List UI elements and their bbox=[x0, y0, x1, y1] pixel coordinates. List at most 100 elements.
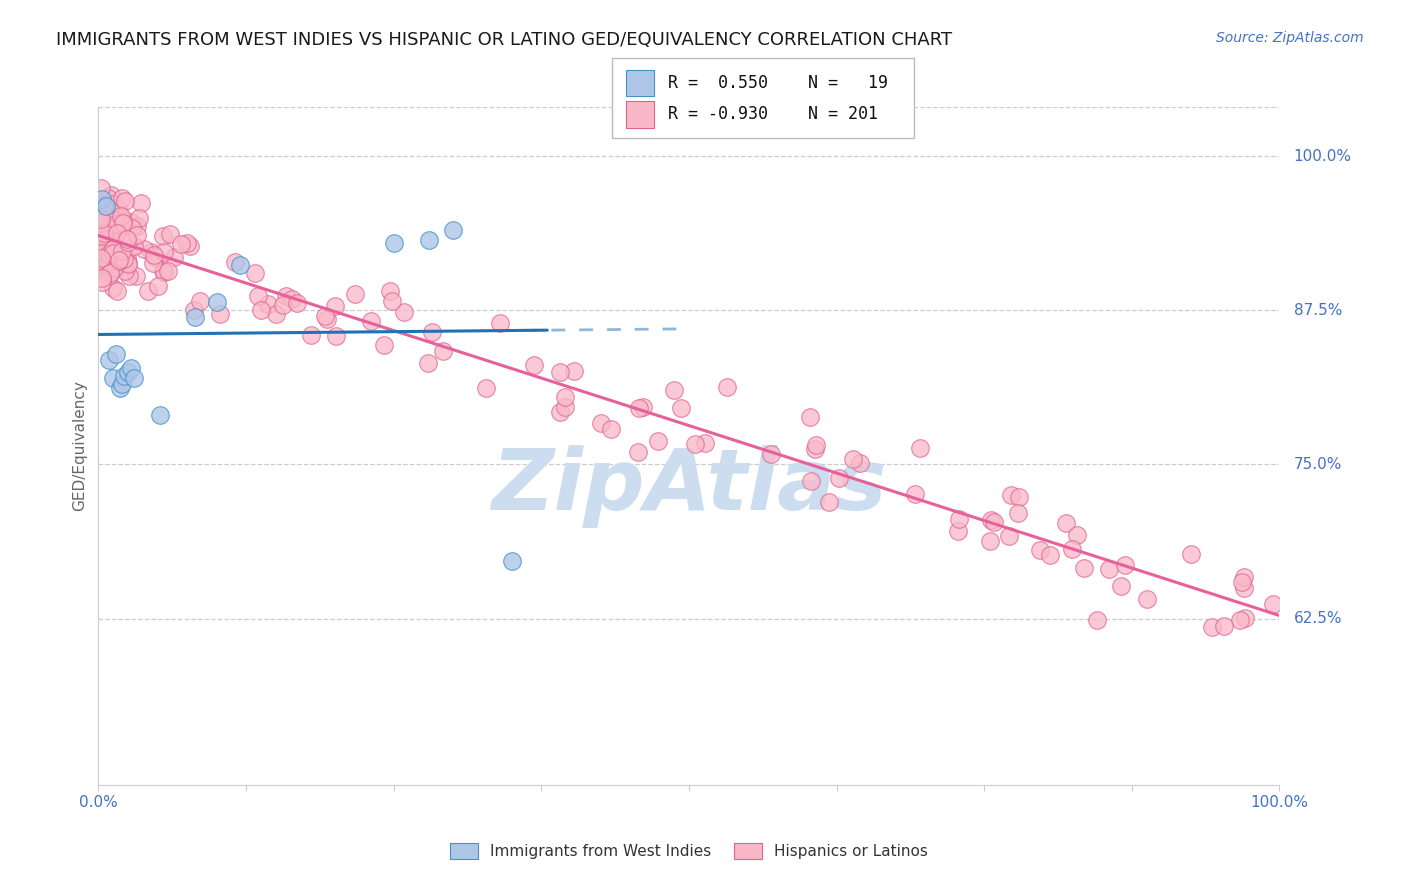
Point bbox=[800, 475, 823, 489]
Text: 100.0%: 100.0% bbox=[1294, 149, 1351, 164]
Point bbox=[948, 512, 970, 526]
Point bbox=[97, 191, 120, 205]
Point bbox=[285, 295, 308, 310]
Point bbox=[96, 234, 118, 248]
Point bbox=[107, 206, 129, 220]
Point bbox=[1212, 619, 1234, 633]
Point bbox=[94, 228, 117, 243]
Point bbox=[759, 447, 782, 461]
Point bbox=[1233, 581, 1256, 595]
Point bbox=[474, 381, 496, 395]
Point bbox=[93, 254, 115, 268]
Point bbox=[153, 244, 176, 259]
Point bbox=[100, 227, 122, 242]
Point bbox=[107, 242, 129, 256]
Point bbox=[224, 255, 246, 269]
Point bbox=[276, 289, 298, 303]
Point bbox=[523, 358, 546, 372]
Point bbox=[803, 442, 825, 457]
Point bbox=[818, 495, 841, 509]
Point bbox=[108, 253, 131, 268]
Point bbox=[108, 381, 131, 395]
Point bbox=[1233, 570, 1256, 584]
Point bbox=[142, 248, 165, 262]
Point bbox=[91, 275, 114, 289]
Point bbox=[103, 212, 125, 227]
Point bbox=[107, 202, 129, 216]
Point bbox=[229, 258, 252, 272]
Point bbox=[344, 287, 367, 301]
Point bbox=[243, 267, 266, 281]
Point bbox=[125, 219, 148, 234]
Point bbox=[90, 216, 112, 230]
Point bbox=[394, 305, 416, 319]
Point bbox=[149, 408, 172, 422]
Point bbox=[90, 230, 112, 244]
Point bbox=[90, 206, 112, 220]
Text: R =  0.550    N =   19: R = 0.550 N = 19 bbox=[668, 74, 887, 92]
Point bbox=[93, 229, 115, 244]
Point bbox=[631, 400, 654, 414]
Point bbox=[849, 456, 872, 470]
Point bbox=[1039, 548, 1062, 562]
Point bbox=[209, 307, 232, 321]
Text: ZipAtlas: ZipAtlas bbox=[491, 445, 887, 528]
Point bbox=[112, 252, 135, 266]
Point bbox=[183, 303, 205, 318]
Point bbox=[600, 422, 623, 436]
Point bbox=[946, 524, 969, 538]
Point bbox=[315, 312, 337, 326]
Point bbox=[983, 515, 1005, 529]
Point bbox=[101, 229, 124, 244]
Point bbox=[416, 356, 439, 370]
Point bbox=[142, 256, 165, 270]
Point bbox=[91, 193, 114, 207]
Point bbox=[325, 329, 347, 343]
Point bbox=[96, 254, 118, 268]
Text: 87.5%: 87.5% bbox=[1294, 303, 1341, 318]
Point bbox=[1062, 541, 1084, 556]
Point bbox=[169, 236, 191, 251]
Point bbox=[903, 487, 925, 501]
Point bbox=[90, 200, 112, 214]
Point bbox=[91, 243, 114, 257]
Text: 75.0%: 75.0% bbox=[1294, 457, 1341, 472]
Point bbox=[828, 471, 851, 485]
Text: 62.5%: 62.5% bbox=[1294, 611, 1343, 626]
Point bbox=[1007, 506, 1029, 520]
Point bbox=[97, 203, 120, 218]
Text: R = -0.930    N = 201: R = -0.930 N = 201 bbox=[668, 105, 877, 123]
Point bbox=[132, 242, 155, 256]
Point bbox=[627, 445, 650, 459]
Point bbox=[157, 264, 180, 278]
Point bbox=[257, 297, 280, 311]
Point bbox=[1234, 610, 1257, 624]
Point bbox=[103, 218, 125, 232]
Point bbox=[90, 215, 112, 229]
Point bbox=[93, 227, 115, 241]
Point bbox=[101, 371, 124, 385]
Point bbox=[97, 269, 120, 284]
Point bbox=[1007, 490, 1029, 504]
Point bbox=[1114, 558, 1136, 572]
Point bbox=[501, 554, 523, 568]
Point bbox=[121, 220, 143, 235]
Point bbox=[418, 233, 440, 247]
Point bbox=[118, 268, 141, 283]
Point bbox=[373, 338, 395, 352]
Point bbox=[799, 409, 821, 424]
Point bbox=[184, 310, 207, 324]
Point bbox=[979, 534, 1001, 549]
Point bbox=[105, 226, 128, 240]
Point bbox=[94, 209, 117, 223]
Point bbox=[314, 309, 336, 323]
Point bbox=[91, 228, 114, 243]
Point bbox=[299, 327, 322, 342]
Point bbox=[90, 231, 112, 245]
Point bbox=[693, 436, 716, 450]
Point bbox=[97, 247, 120, 261]
Point bbox=[93, 216, 115, 230]
Text: IMMIGRANTS FROM WEST INDIES VS HISPANIC OR LATINO GED/EQUIVALENCY CORRELATION CH: IMMIGRANTS FROM WEST INDIES VS HISPANIC … bbox=[56, 31, 952, 49]
Point bbox=[589, 416, 612, 430]
Point bbox=[90, 263, 112, 277]
